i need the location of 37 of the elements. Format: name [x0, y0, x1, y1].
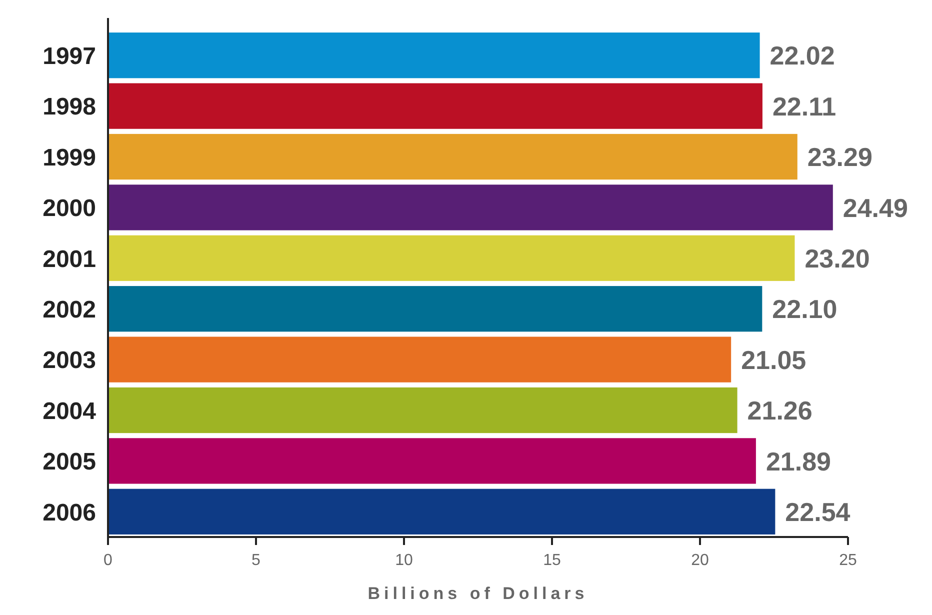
y-tick-label: 2005	[42, 448, 96, 476]
x-tick-label: 20	[691, 552, 709, 569]
bar	[108, 235, 795, 281]
x-tick-label: 0	[104, 552, 113, 569]
data-label: 22.54	[785, 497, 851, 528]
bar	[108, 336, 732, 382]
x-tick-label: 10	[395, 552, 413, 569]
y-tick-label: 2000	[42, 195, 96, 222]
data-label: 22.11	[772, 91, 836, 122]
data-label: 23.20	[804, 244, 870, 274]
x-axis-title: Billions of Dollars	[368, 584, 588, 603]
bar	[108, 83, 762, 129]
y-tick-label: 2003	[42, 347, 96, 374]
bar	[108, 32, 760, 78]
bar	[108, 438, 756, 484]
y-tick-label: 1998	[42, 94, 96, 121]
y-tick-label: 2006	[42, 499, 96, 526]
data-label: 24.49	[842, 192, 908, 223]
bar	[108, 387, 738, 434]
y-tick-label: 2002	[42, 296, 96, 324]
x-tick-label: 5	[252, 552, 261, 569]
y-tick-label: 1997	[42, 42, 96, 70]
y-tick-label: 2001	[42, 246, 96, 273]
data-label: 21.26	[747, 396, 812, 426]
data-label: 22.02	[770, 40, 835, 71]
data-label: 22.10	[772, 294, 838, 324]
bar	[108, 134, 798, 180]
data-label: 21.05	[741, 344, 806, 375]
data-label: 23.29	[807, 142, 872, 172]
bar	[108, 184, 833, 230]
data-label: 21.89	[766, 446, 832, 476]
bar	[108, 488, 776, 534]
x-tick-label: 25	[839, 552, 857, 569]
x-tick-label: 15	[543, 552, 561, 569]
y-tick-label: 2004	[42, 398, 97, 425]
y-tick-label: 1999	[42, 144, 96, 172]
bar	[108, 286, 762, 332]
